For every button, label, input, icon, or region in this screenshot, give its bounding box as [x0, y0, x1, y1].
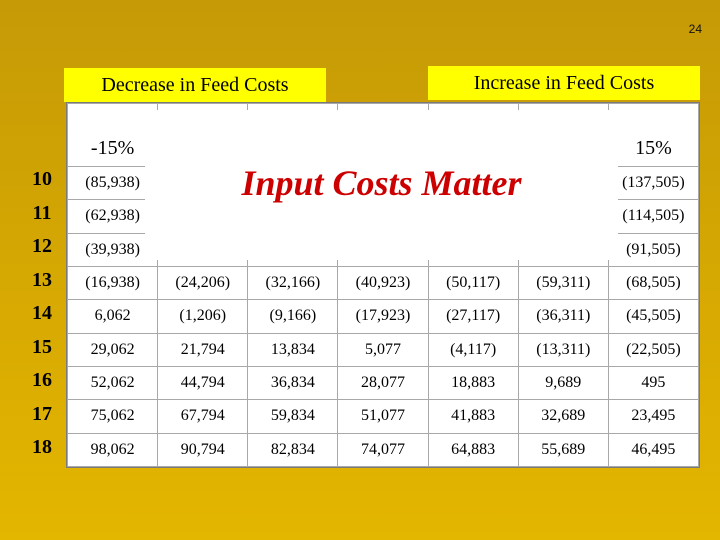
- table-cell: (39,938): [66, 232, 159, 267]
- table-cell: 46,495: [607, 432, 700, 468]
- table-cell: (68,505): [607, 265, 700, 301]
- table-cell: 67,794: [157, 399, 249, 434]
- table-cell: (32,166): [247, 265, 339, 301]
- table-cell: 29,062: [66, 332, 159, 367]
- table-row: 29,062 21,794 13,834 5,077 (4,117) (13,311) (2…: [66, 332, 700, 367]
- table-cell: (114,505): [607, 199, 700, 234]
- table-cell: 59,834: [247, 399, 339, 434]
- table-cell: (40,923): [337, 265, 429, 301]
- table-cell: 75,062: [66, 399, 159, 434]
- table-cell: 21,794: [157, 332, 249, 367]
- table-cell: (91,505): [607, 232, 700, 267]
- table-cell: 90,794: [157, 432, 249, 468]
- table-cell: 82,834: [247, 432, 339, 468]
- row-label: 15: [32, 335, 52, 358]
- table-cell: 32,689: [517, 399, 609, 434]
- table-cell: 74,077: [337, 432, 429, 468]
- row-label: 13: [32, 268, 52, 291]
- table-row: 98,062 90,794 82,834 74,077 64,883 55,689 46,4…: [66, 432, 700, 468]
- table-row: 6,062 (1,206) (9,166) (17,923) (27,117) (36,3…: [66, 299, 700, 334]
- table-cell: 6,062: [66, 299, 159, 334]
- table-cell: (4,117): [427, 332, 519, 367]
- slide-number: 24: [688, 22, 702, 36]
- table-cell: 495: [607, 365, 700, 401]
- table-cell: 64,883: [427, 432, 519, 468]
- table-cell: (16,938): [66, 265, 159, 301]
- table-cell: 52,062: [66, 365, 159, 401]
- table-cell: 51,077: [337, 399, 429, 434]
- overlay-callout: Input Costs Matter: [145, 110, 618, 260]
- table-cell: 41,883: [427, 399, 519, 434]
- increase-feed-costs-header: Increase in Feed Costs: [428, 66, 700, 100]
- table-cell: 9,689: [517, 365, 609, 401]
- table-cell: (22,505): [607, 332, 700, 367]
- table-cell: 18,883: [427, 365, 519, 401]
- table-row: (16,938) (24,206) (32,166) (40,923) (50,117)…: [66, 265, 700, 301]
- row-label: 18: [32, 436, 52, 458]
- row-label: 14: [32, 302, 52, 324]
- table-cell: (36,311): [517, 299, 609, 334]
- table-row: 52,062 44,794 36,834 28,077 18,883 9,689 495: [66, 365, 700, 401]
- row-label: 17: [32, 402, 52, 425]
- row-label: 11: [32, 201, 52, 224]
- table-cell: 5,077: [337, 332, 429, 367]
- table-cell: (24,206): [157, 265, 249, 301]
- decrease-feed-costs-header: Decrease in Feed Costs: [64, 68, 326, 102]
- table-cell: 28,077: [337, 365, 429, 401]
- table-cell: (13,311): [517, 332, 609, 367]
- table-cell: 13,834: [247, 332, 339, 367]
- table-row: 75,062 67,794 59,834 51,077 41,883 32,689 23,4…: [66, 399, 700, 434]
- table-cell: 23,495: [607, 399, 700, 434]
- table-cell: 98,062: [66, 432, 159, 468]
- table-cell: (45,505): [607, 299, 700, 334]
- table-cell: (137,505): [607, 165, 700, 201]
- table-cell: (17,923): [337, 299, 429, 334]
- column-header: 15%: [607, 103, 700, 167]
- row-label: 12: [32, 235, 52, 257]
- table-cell: (1,206): [157, 299, 249, 334]
- table-cell: 55,689: [517, 432, 609, 468]
- table-cell: 36,834: [247, 365, 339, 401]
- row-label: 16: [32, 369, 52, 391]
- table-cell: (27,117): [427, 299, 519, 334]
- table-cell: (50,117): [427, 265, 519, 301]
- overlay-title: Input Costs Matter: [241, 163, 522, 203]
- table-cell: (59,311): [517, 265, 609, 301]
- table-cell: 44,794: [157, 365, 249, 401]
- row-label: 10: [32, 168, 52, 190]
- table-cell: (9,166): [247, 299, 339, 334]
- row-labels: 10 11 12 13 14 15 16 17 18: [18, 164, 66, 466]
